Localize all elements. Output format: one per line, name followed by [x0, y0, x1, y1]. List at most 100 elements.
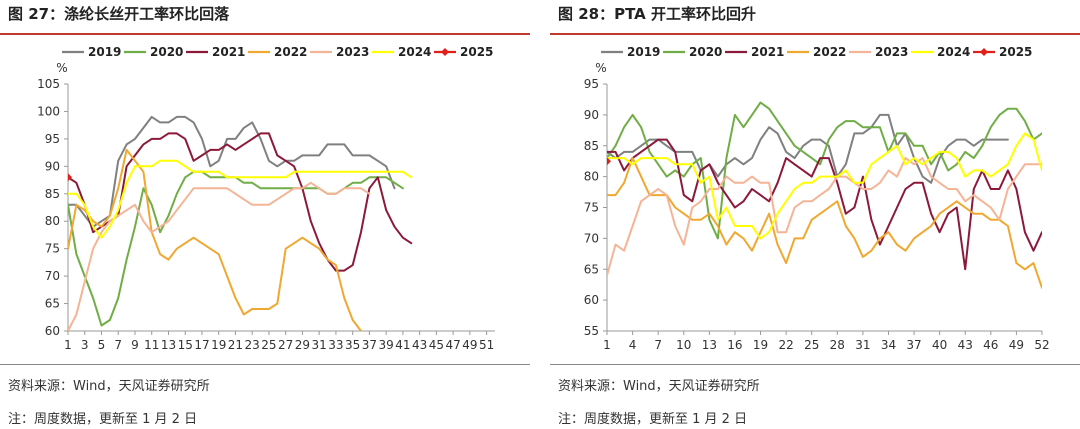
x-tick-label: 19 [753, 338, 768, 352]
legend-label-2019: 2019 [627, 45, 660, 59]
series-line-2023 [68, 181, 371, 331]
y-tick-label: 80 [584, 170, 599, 184]
x-tick-label: 13 [702, 338, 717, 352]
x-tick-label: 37 [906, 338, 921, 352]
x-tick-label: 49 [462, 338, 477, 352]
source-text: 资料来源：Wind，天风证券研究所 [558, 379, 760, 394]
title-divider [0, 33, 530, 35]
x-tick-label: 35 [345, 338, 360, 352]
bottom-divider [550, 364, 1080, 365]
y-tick-label: 90 [45, 159, 60, 173]
y-tick-label: 85 [45, 187, 60, 201]
series-point-2025 [68, 173, 72, 182]
legend-label-2023: 2023 [875, 45, 908, 59]
legend-label-2022: 2022 [813, 45, 846, 59]
x-tick-label: 9 [131, 338, 139, 352]
y-tick-label: 105 [37, 77, 60, 91]
series-point-2025 [607, 157, 611, 166]
x-tick-label: 45 [429, 338, 444, 352]
bottom-divider [0, 364, 530, 365]
x-tick-label: 47 [445, 338, 460, 352]
x-tick-label: 15 [178, 338, 193, 352]
y-tick-label: 70 [45, 269, 60, 283]
series-line-2024 [68, 159, 413, 239]
note-text: 注：周度数据，更新至 1 月 2 日 [8, 412, 198, 427]
y-tick-label: 95 [45, 132, 60, 146]
x-tick-label: 25 [261, 338, 276, 352]
legend: 2019 2020 2021 2022 2023 2024 2025 [62, 45, 493, 59]
series-line-2022 [607, 157, 1042, 289]
x-tick-label: 13 [161, 338, 176, 352]
x-tick-label: 49 [1009, 338, 1024, 352]
x-tick-label: 41 [395, 338, 410, 352]
legend-label-2024: 2024 [937, 45, 970, 59]
y-tick-label: 65 [45, 297, 60, 311]
x-tick-label: 3 [81, 338, 89, 352]
legend-label-2020: 2020 [150, 45, 183, 59]
x-tick-label: 16 [727, 338, 742, 352]
note-text: 注：周度数据，更新至 1 月 2 日 [558, 412, 748, 427]
y-tick-label: 60 [584, 293, 599, 307]
line-chart-pta: 55 60 65 70 75 80 85 90 95% 1 4 7 10 13 16 19 22 25 28 31 34… [584, 45, 1050, 352]
x-tick-label: 1 [64, 338, 72, 352]
x-tick-label: 31 [312, 338, 327, 352]
series-line-2024 [607, 132, 1042, 240]
legend-marker-2025 [980, 48, 988, 56]
y-tick-label: 100 [37, 104, 60, 118]
legend-label-2025: 2025 [460, 45, 493, 59]
y-tick-label: 95 [584, 77, 599, 91]
series-line-2022 [68, 148, 363, 331]
source-text: 资料来源：Wind，天风证券研究所 [8, 379, 210, 394]
x-tick-label: 33 [328, 338, 343, 352]
x-tick-label: 31 [855, 338, 870, 352]
legend-label-2021: 2021 [212, 45, 245, 59]
chart-title: 图 28：PTA 开工率环比回升 [558, 5, 756, 23]
legend-label-2024: 2024 [398, 45, 431, 59]
legend-label-2025: 2025 [999, 45, 1032, 59]
x-tick-label: 10 [676, 338, 691, 352]
legend-label-2019: 2019 [88, 45, 121, 59]
line-chart-polyester-filament: 60 65 70 75 80 85 90 95 100 105% 1 3 5 7 9 11 13 15 17 19 21… [37, 45, 495, 352]
x-tick-label: 23 [245, 338, 260, 352]
x-tick-label: 34 [881, 338, 896, 352]
y-axis-unit: % [595, 61, 606, 75]
legend: 2019 2020 2021 2022 2023 2024 2025 [601, 45, 1032, 59]
series-group [68, 115, 413, 331]
title-divider [550, 33, 1080, 35]
y-tick-label: 70 [584, 231, 599, 245]
legend-label-2023: 2023 [336, 45, 369, 59]
x-tick-label: 52 [1034, 338, 1049, 352]
y-tick-label: 55 [584, 324, 599, 338]
x-tick-label: 7 [114, 338, 122, 352]
y-axis-unit: % [56, 61, 67, 75]
y-tick-label: 75 [45, 242, 60, 256]
x-tick-label: 28 [830, 338, 845, 352]
x-tick-label: 37 [362, 338, 377, 352]
chart-panel-right: 图 28：PTA 开工率环比回升 55 60 65 70 75 80 85 90 95% 1 4 7 1… [550, 0, 1080, 429]
series-group [607, 101, 1042, 289]
x-tick-label: 4 [629, 338, 637, 352]
x-tick-label: 39 [379, 338, 394, 352]
x-tick-label: 19 [211, 338, 226, 352]
series-line-2019 [68, 115, 396, 228]
x-tick-label: 11 [144, 338, 159, 352]
x-tick-label: 43 [958, 338, 973, 352]
legend-label-2020: 2020 [689, 45, 722, 59]
y-tick-label: 80 [45, 214, 60, 228]
y-tick-label: 65 [584, 262, 599, 276]
x-tick-label: 29 [295, 338, 310, 352]
y-tick-label: 60 [45, 324, 60, 338]
x-tick-label: 46 [983, 338, 998, 352]
x-tick-label: 51 [479, 338, 494, 352]
chart-title: 图 27：涤纶长丝开工率环比回落 [8, 5, 230, 23]
x-tick-label: 43 [412, 338, 427, 352]
x-tick-label: 1 [603, 338, 611, 352]
x-tick-label: 22 [778, 338, 793, 352]
legend-label-2021: 2021 [751, 45, 784, 59]
y-tick-label: 90 [584, 108, 599, 122]
legend-label-2022: 2022 [274, 45, 307, 59]
x-tick-label: 17 [194, 338, 209, 352]
x-tick-label: 21 [228, 338, 243, 352]
x-tick-label: 27 [278, 338, 293, 352]
chart-panel-left: 图 27：涤纶长丝开工率环比回落 60 65 70 75 80 85 90 95 100 105%… [0, 0, 530, 429]
